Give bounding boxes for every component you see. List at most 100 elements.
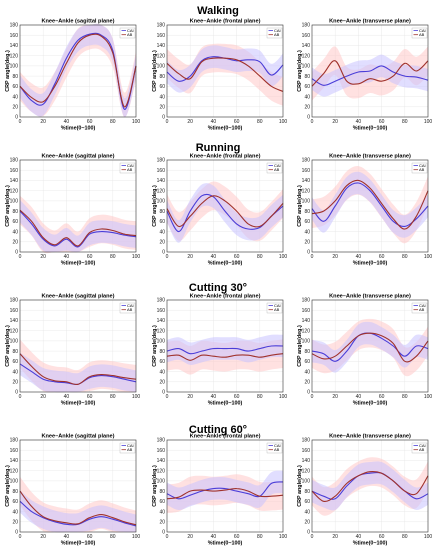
y-tick-label: 100: [302, 479, 311, 485]
sd-band: [167, 183, 283, 243]
chart-panel: Knee–Ankle (transverse plane) 0 20 40 60 80 10…: [297, 19, 432, 132]
y-tick-label: 140: [157, 458, 166, 464]
legend-label: AB: [127, 307, 133, 312]
x-axis-label: %time(0~100): [208, 126, 243, 132]
chart-panel: Knee–Ankle (transverse plane) 0 20 40 60 80 10…: [297, 154, 432, 267]
sd-band: [312, 461, 428, 511]
y-tick-label: 120: [302, 188, 311, 194]
series-line-ab: [19, 353, 137, 386]
y-tick-label: 40: [159, 94, 165, 100]
x-tick-label: 0: [311, 534, 314, 540]
y-tick-label: 160: [157, 308, 166, 314]
x-tick-label: 0: [311, 254, 314, 260]
x-tick-label: 60: [234, 534, 240, 540]
chart-title: Knee–Ankle (sagittal plane): [41, 154, 114, 160]
x-axis-label: %time(0~100): [353, 541, 388, 547]
plot-frame: [311, 299, 429, 393]
x-tick-label: 100: [279, 119, 288, 125]
plot-frame: [311, 439, 429, 533]
y-tick-label: 180: [302, 438, 311, 444]
legend-label: AB: [419, 307, 425, 312]
y-tick-label: 20: [159, 104, 165, 110]
y-tick-label: 100: [10, 199, 19, 205]
section-title: Walking: [197, 5, 239, 17]
y-tick-label: 100: [10, 339, 19, 345]
legend-label: CAI: [274, 163, 281, 168]
section-title: Running: [196, 142, 241, 154]
legend-label: CAI: [127, 303, 134, 308]
x-tick-label: 80: [402, 254, 408, 260]
x-tick-label: 100: [279, 254, 288, 260]
x-tick-label: 80: [402, 534, 408, 540]
x-axis-label: %time(0~100): [208, 541, 243, 547]
y-tick-label: 160: [10, 308, 19, 314]
x-axis-label: %time(0~100): [61, 261, 96, 267]
sd-band: [167, 45, 283, 93]
plot-frame: [311, 24, 429, 118]
y-tick-label: 140: [10, 318, 19, 324]
x-tick-label: 20: [40, 254, 46, 260]
y-tick-label: 80: [304, 489, 310, 495]
y-tick-label: 100: [157, 199, 166, 205]
sd-band: [312, 171, 428, 238]
x-tick-label: 100: [424, 534, 433, 540]
legend-label: CAI: [419, 163, 426, 168]
legend-box: [119, 302, 136, 314]
y-axis-label: CRP angle(deg.): [297, 465, 303, 507]
x-tick-label: 100: [424, 119, 433, 125]
y-tick-label: 60: [159, 84, 165, 90]
chart-title: Knee–Ankle (sagittal plane): [41, 434, 114, 440]
chart-panel: Knee–Ankle (transverse plane) 0 20 40 60 80 10…: [297, 294, 432, 407]
sd-band: [20, 23, 136, 118]
y-tick-label: 120: [157, 468, 166, 474]
x-axis-label: %time(0~100): [208, 261, 243, 267]
legend-box: [411, 27, 428, 39]
x-tick-label: 0: [166, 394, 169, 400]
legend-label: CAI: [419, 28, 426, 33]
legend-label: CAI: [127, 163, 134, 168]
y-tick-label: 80: [304, 209, 310, 215]
legend-label: AB: [274, 167, 280, 172]
y-tick-label: 0: [162, 390, 165, 396]
x-tick-label: 80: [402, 119, 408, 125]
y-tick-label: 20: [159, 239, 165, 245]
x-axis-label: %time(0~100): [61, 126, 96, 132]
y-tick-label: 120: [10, 468, 19, 474]
y-tick-label: 20: [304, 239, 310, 245]
y-tick-label: 80: [304, 349, 310, 355]
y-tick-label: 120: [157, 53, 166, 59]
y-axis-label: CRP angle(deg.): [5, 50, 11, 92]
y-tick-label: 120: [302, 53, 311, 59]
legend-label: AB: [419, 32, 425, 37]
y-tick-label: 80: [159, 349, 165, 355]
chart-title: Knee–Ankle (transverse plane): [329, 434, 411, 440]
y-tick-label: 180: [302, 158, 311, 164]
series-line-ab: [311, 332, 429, 363]
x-tick-label: 60: [379, 254, 385, 260]
y-tick-label: 80: [159, 489, 165, 495]
x-tick-label: 100: [132, 534, 141, 540]
y-tick-label: 180: [302, 298, 311, 304]
chart-panel: Knee–Ankle (frontal plane) 0 20 40 60 80 100 12…: [152, 294, 287, 407]
y-tick-label: 0: [307, 115, 310, 121]
x-tick-label: 60: [234, 119, 240, 125]
y-tick-label: 120: [302, 328, 311, 334]
y-tick-label: 100: [302, 339, 311, 345]
y-tick-label: 180: [10, 158, 19, 164]
y-axis-label: CRP angle(deg.): [297, 50, 303, 92]
y-tick-label: 80: [159, 74, 165, 80]
y-tick-label: 60: [159, 219, 165, 225]
x-axis-label: %time(0~100): [353, 401, 388, 407]
legend-label: CAI: [274, 303, 281, 308]
series-line-ab: [166, 57, 284, 92]
x-tick-label: 0: [311, 119, 314, 125]
x-tick-label: 60: [87, 254, 93, 260]
y-axis-label: CRP angle(deg.): [5, 465, 11, 507]
legend-label: AB: [127, 447, 133, 452]
plot-frame: [19, 159, 137, 253]
legend-box: [411, 162, 428, 174]
x-tick-label: 80: [257, 119, 263, 125]
y-tick-label: 40: [159, 509, 165, 515]
y-tick-label: 160: [157, 448, 166, 454]
x-tick-label: 60: [234, 254, 240, 260]
